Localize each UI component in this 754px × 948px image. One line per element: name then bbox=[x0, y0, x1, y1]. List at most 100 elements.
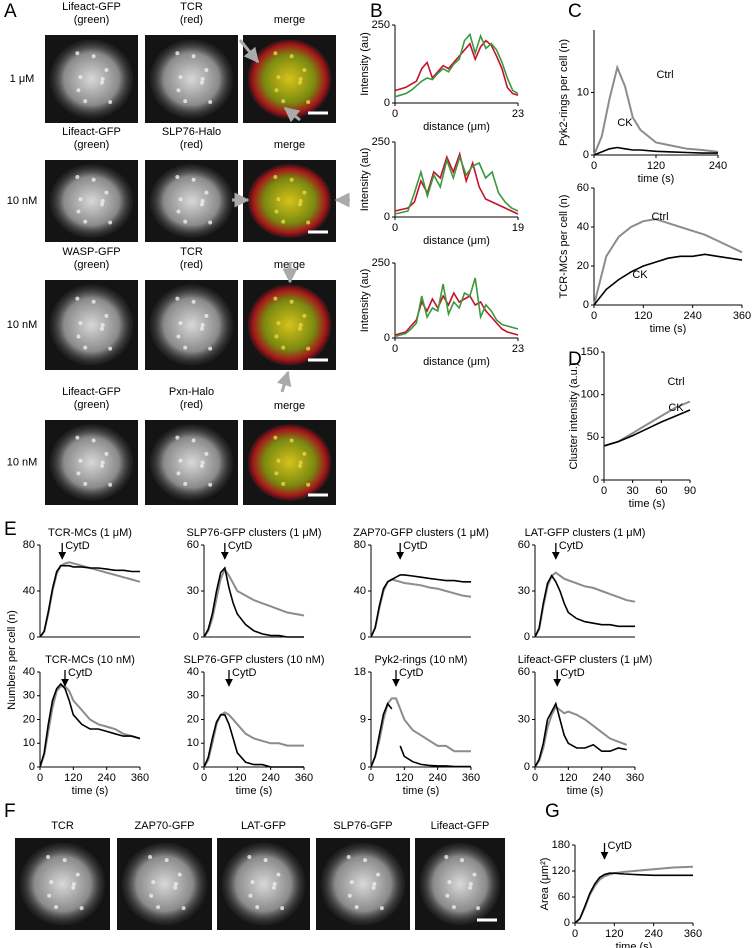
y-tick-label: 0 bbox=[384, 211, 390, 223]
cluster bbox=[104, 451, 109, 456]
cluster bbox=[104, 313, 109, 318]
cluster bbox=[175, 296, 180, 301]
data-line bbox=[39, 685, 141, 768]
cluster bbox=[176, 471, 181, 476]
cell bbox=[19, 842, 106, 926]
cluster bbox=[62, 858, 67, 863]
cluster bbox=[255, 905, 260, 910]
x-tick-label: 0 bbox=[572, 928, 578, 940]
series-label: Ctrl bbox=[651, 211, 668, 223]
column-header: Lifeact-GFP bbox=[62, 126, 121, 138]
cluster bbox=[204, 313, 209, 318]
y-tick-label: 9 bbox=[360, 713, 366, 725]
cluster bbox=[46, 855, 51, 860]
data-line bbox=[203, 711, 304, 768]
cluster bbox=[289, 299, 294, 304]
cluster bbox=[302, 451, 307, 456]
cluster bbox=[451, 905, 456, 910]
x-tick-label: 240 bbox=[683, 310, 701, 322]
cluster bbox=[376, 872, 381, 877]
x-tick-label: 360 bbox=[684, 928, 702, 940]
data-line bbox=[394, 277, 519, 338]
cluster bbox=[91, 438, 96, 443]
cluster bbox=[347, 893, 352, 898]
column-header: (green) bbox=[74, 139, 109, 151]
row-label: 10 nM bbox=[7, 319, 38, 331]
y-tick-label: 40 bbox=[23, 585, 35, 597]
y-tick-label: 40 bbox=[23, 666, 35, 678]
cluster bbox=[75, 435, 80, 440]
y-tick-label: 60 bbox=[518, 666, 530, 678]
cluster bbox=[199, 326, 204, 331]
cluster bbox=[176, 88, 181, 93]
x-tick-label: 120 bbox=[395, 772, 413, 784]
cluster bbox=[183, 345, 188, 350]
cluster bbox=[306, 100, 311, 105]
y-tick-label: 40 bbox=[187, 666, 199, 678]
y-tick-label: 30 bbox=[187, 690, 199, 702]
row-label: 10 nM bbox=[7, 195, 38, 207]
cluster bbox=[276, 321, 281, 326]
chart-title: TCR-MCs (1 μM) bbox=[48, 527, 132, 539]
x-tick-label: 30 bbox=[627, 485, 639, 497]
cluster bbox=[177, 872, 182, 877]
x-tick-label: 120 bbox=[634, 310, 652, 322]
x-tick-label: 0 bbox=[392, 108, 398, 120]
cluster bbox=[208, 100, 213, 105]
cluster bbox=[100, 77, 105, 81]
chart-title: LAT-GFP clusters (1 μM) bbox=[525, 527, 646, 539]
annotation: CytD bbox=[232, 667, 257, 679]
annotation: CytD bbox=[403, 540, 428, 552]
cluster bbox=[181, 906, 186, 911]
data-line bbox=[203, 566, 304, 638]
cluster bbox=[204, 451, 209, 456]
data-line bbox=[203, 714, 304, 768]
cluster bbox=[76, 471, 81, 476]
data-line bbox=[394, 151, 519, 215]
x-tick-label: 240 bbox=[709, 160, 727, 172]
cluster bbox=[200, 323, 205, 327]
cluster bbox=[204, 190, 209, 195]
y-tick-label: 0 bbox=[384, 332, 390, 344]
y-tick-label: 10 bbox=[577, 86, 589, 98]
x-tick-label: 360 bbox=[295, 772, 313, 784]
column-header: merge bbox=[274, 139, 305, 151]
image-label: TCR bbox=[51, 820, 74, 832]
y-tick-label: 180 bbox=[552, 839, 570, 851]
chart-title: TCR-MCs (10 nM) bbox=[45, 654, 135, 666]
cluster bbox=[276, 197, 281, 202]
annotation: CytD bbox=[559, 540, 584, 552]
cell bbox=[49, 164, 134, 238]
cluster bbox=[289, 177, 294, 182]
x-axis-label: distance (μm) bbox=[423, 121, 490, 133]
data-line bbox=[370, 697, 471, 768]
cluster bbox=[306, 482, 311, 487]
cell bbox=[247, 39, 332, 119]
y-tick-label: 10 bbox=[23, 737, 35, 749]
x-tick-label: 0 bbox=[532, 772, 538, 784]
cluster bbox=[199, 202, 204, 207]
cluster bbox=[176, 209, 181, 214]
series-label: CK bbox=[617, 117, 633, 129]
cluster bbox=[79, 906, 84, 911]
cluster bbox=[379, 906, 384, 911]
cluster bbox=[298, 460, 303, 465]
image-label: LAT-GFP bbox=[241, 820, 286, 832]
y-tick-label: 0 bbox=[29, 761, 35, 773]
cluster bbox=[91, 54, 96, 59]
arrow bbox=[276, 370, 292, 393]
cluster bbox=[273, 435, 278, 440]
cluster bbox=[178, 75, 183, 80]
cluster bbox=[445, 893, 450, 898]
y-tick-label: 60 bbox=[558, 891, 570, 903]
y-tick-label: 0 bbox=[524, 631, 530, 643]
cluster bbox=[302, 68, 307, 73]
column-header: (red) bbox=[180, 399, 203, 411]
cluster bbox=[281, 219, 286, 224]
y-tick-label: 50 bbox=[587, 431, 599, 443]
y-tick-label: 0 bbox=[193, 761, 199, 773]
y-tick-label: 80 bbox=[354, 539, 366, 551]
cluster bbox=[99, 326, 104, 331]
x-tick-label: 23 bbox=[512, 108, 524, 120]
y-axis-label: TCR-MCs per cell (n) bbox=[558, 195, 570, 299]
